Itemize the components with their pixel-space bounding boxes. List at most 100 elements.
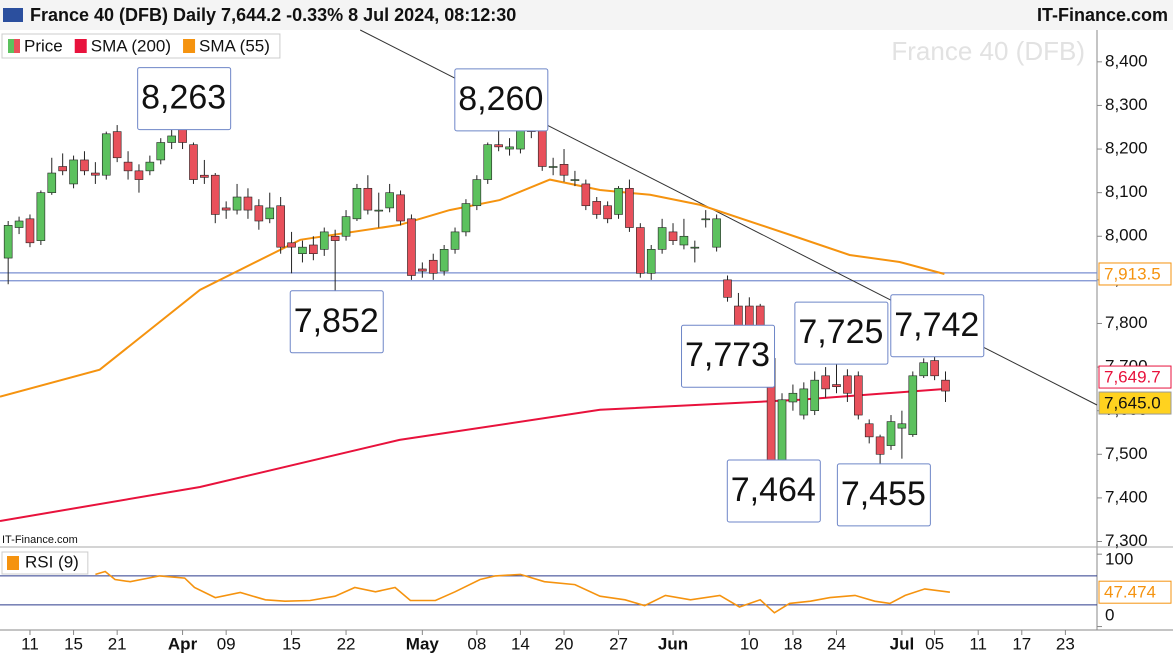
candle-body [276,205,285,248]
candle-body [712,218,721,248]
legend: RSI (9) [1,551,89,575]
candle-body [3,225,13,259]
last-value-label: 7,645.0 [1098,391,1172,415]
y-tick-label: 7,300 [1105,531,1148,550]
y-tick-label: 8,300 [1105,95,1148,114]
candle-body [439,249,449,272]
candle-body [625,187,634,228]
candle-body [450,231,460,250]
legend-swatch [14,39,20,53]
candle-body [799,388,809,416]
x-tick-label: Jun [658,634,688,653]
x-tick-label: 18 [783,634,802,653]
annotation-box [137,67,232,131]
y-tick-label: 8,400 [1105,51,1148,70]
annotation-label: 7,742 [894,306,979,344]
candle-body [243,196,253,211]
candle-body [428,259,438,274]
legend-frame [1,551,89,575]
x-tick-label: 27 [609,634,628,653]
header-bar [0,0,1173,30]
candle-body [14,220,24,228]
legend-swatch [8,39,14,53]
candle-body [657,227,667,250]
candle-body [494,144,503,148]
x-tick-label: 10 [740,634,759,653]
candle-body [112,131,122,159]
annotation-label: 8,263 [141,79,226,117]
candle-body [156,142,166,161]
annotation-label: 7,464 [731,471,816,509]
candle-body [548,166,558,168]
candle-body [254,205,264,222]
annotation-box [794,301,889,365]
candle-body [636,227,645,274]
x-tick-label: 20 [555,634,574,653]
candle-body [897,423,907,429]
legend-label: RSI (9) [25,552,79,571]
candle-body [25,218,35,244]
last-value-text: 47.474 [1104,583,1156,602]
candle-body [330,235,340,241]
candle-body [886,421,896,446]
last-value-box [1098,391,1172,415]
annotation-box [836,463,931,527]
legend-swatch [7,556,19,570]
x-tick-label: 14 [511,634,530,653]
candle-body [232,196,242,211]
brand: IT-Finance.com [1037,5,1168,25]
x-tick-label: Apr [168,634,198,653]
legend-frame [1,33,281,59]
annotation-box [681,324,776,388]
x-tick-label: May [406,634,440,653]
candle-body [854,375,863,416]
annotation-label: 7,852 [294,302,379,340]
last-value-text: 7,649.7 [1104,368,1161,387]
last-value-label: 47.474 [1098,580,1172,604]
candle-body [646,249,656,274]
x-tick-label: 09 [217,634,236,653]
x-tick-label: 23 [1056,634,1075,653]
y-tick-label: 8,200 [1105,139,1148,158]
candle-body [559,164,569,176]
candle-body [537,129,547,167]
logo-icon [3,8,23,22]
source-note: IT-Finance.com [2,534,78,546]
candle-body [875,436,885,455]
candle-body [396,194,405,222]
last-value-text: 7,645.0 [1104,394,1161,413]
annotation-box [890,294,985,358]
x-tick-label: 24 [827,634,846,653]
y-tick-label: 8,100 [1105,182,1148,201]
candle-body [745,305,754,329]
candle-body [679,235,689,246]
candle-body [418,268,427,272]
y-tick-label: 7,400 [1105,487,1148,506]
candle-body [287,242,296,248]
candle-body [701,218,711,221]
legend: Price SMA (200) SMA (55) [1,33,281,59]
candle-body [80,159,89,172]
candle-body [810,379,820,411]
candle-body [505,146,514,150]
candle-body [668,231,678,241]
candle-body [919,362,929,377]
last-value-label: 7,913.5 [1098,262,1172,286]
candle-body [200,174,209,178]
candle-body [36,192,46,241]
candle-body [167,135,176,143]
candle-body [472,179,482,207]
candle-body [614,187,623,215]
candle-body [581,183,591,207]
candle-body [843,375,852,394]
chart-title: France 40 (DFB) Daily 7,644.2 -0.33% 8 J… [30,5,516,25]
sma-line [0,178,945,398]
x-tick-label: 17 [1012,634,1031,653]
annotation-box [454,68,549,132]
candle-body [309,244,318,255]
last-value-box [1098,262,1172,286]
y-tick-label: 0 [1105,605,1114,624]
legend-swatch [183,39,196,53]
last-value-box [1098,365,1172,389]
